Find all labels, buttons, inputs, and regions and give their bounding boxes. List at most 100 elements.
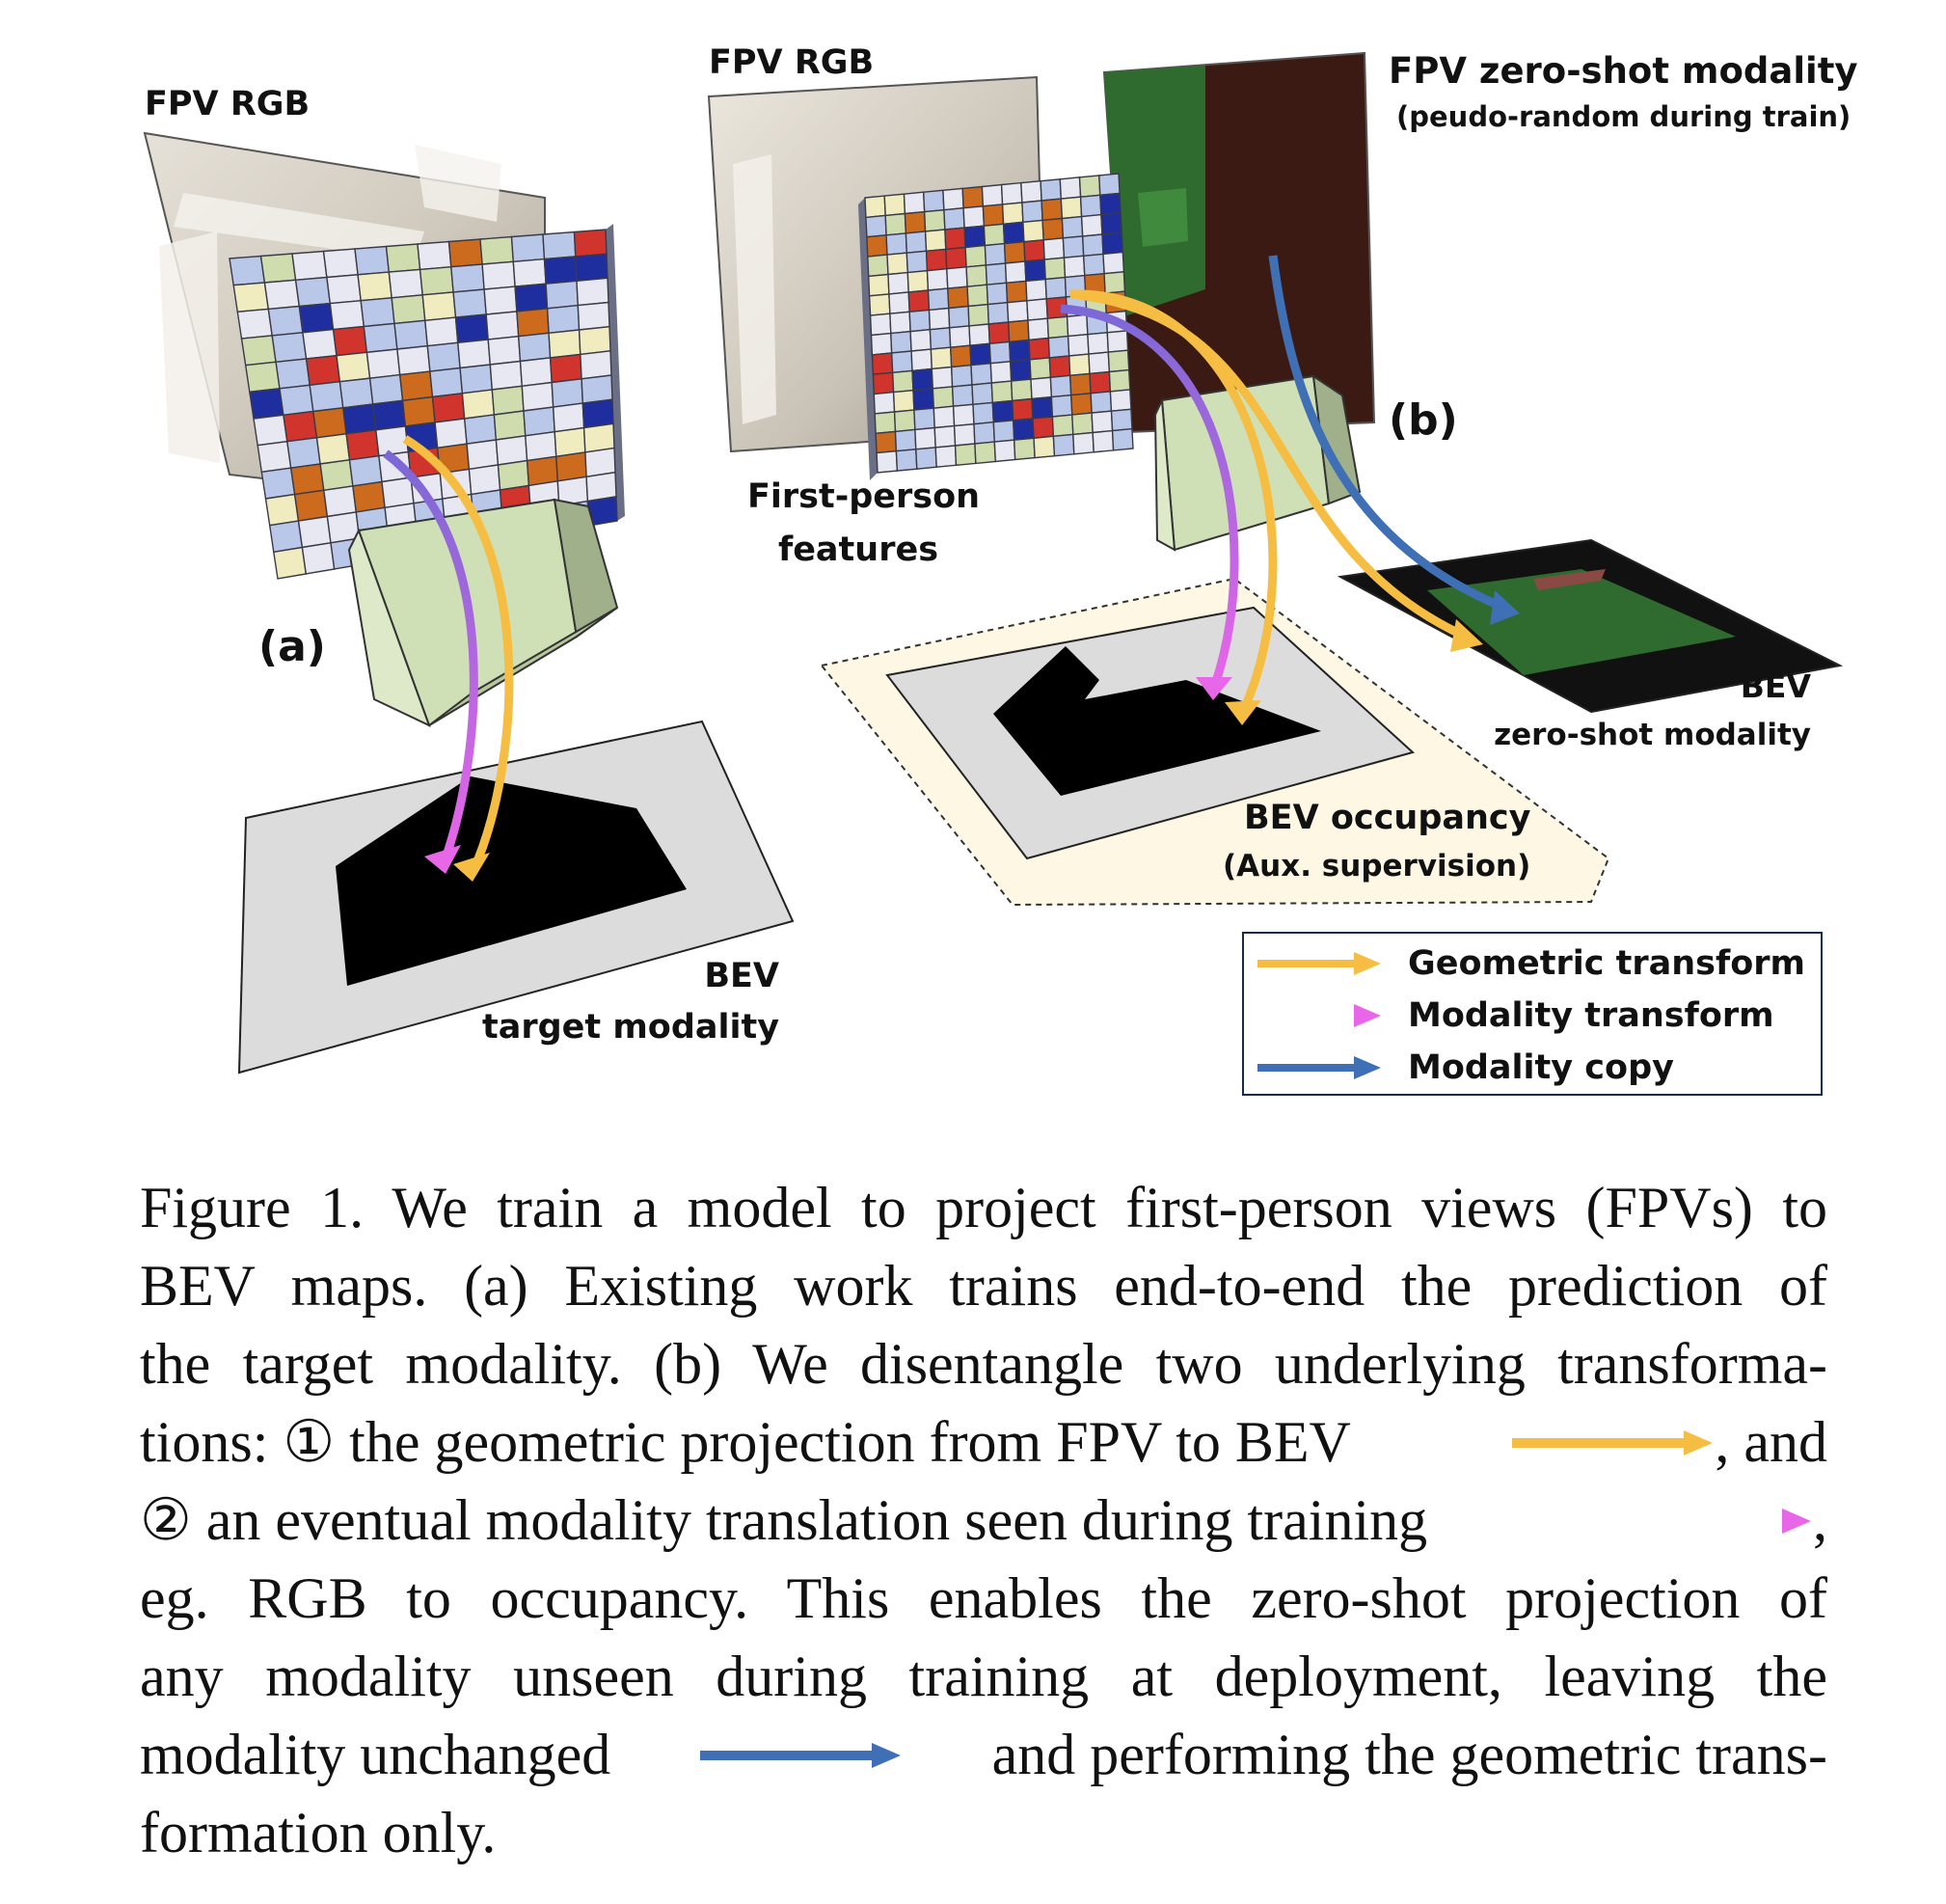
feature-cell bbox=[1005, 280, 1028, 304]
feature-cell bbox=[268, 520, 304, 554]
label-bev-occ-line1: BEV occupancy bbox=[1244, 799, 1531, 837]
feature-cell bbox=[883, 193, 906, 217]
feature-cell bbox=[968, 323, 991, 346]
feature-cell bbox=[1040, 178, 1063, 202]
caption-line-1: Figure 1. We train a model to project fi… bbox=[140, 1176, 1827, 1239]
feature-cell bbox=[548, 329, 581, 359]
feature-cell bbox=[970, 362, 993, 386]
feature-cell bbox=[950, 364, 973, 388]
feature-cell bbox=[867, 273, 890, 297]
feature-cell bbox=[294, 276, 332, 308]
feature-cell bbox=[257, 440, 292, 474]
feature-cell bbox=[305, 354, 341, 387]
feature-cell bbox=[913, 407, 935, 431]
feature-cell bbox=[1087, 332, 1110, 355]
feature-cell bbox=[907, 289, 931, 313]
modality-transform-inline-arrow-icon bbox=[1610, 1508, 1811, 1534]
feature-cell bbox=[1041, 217, 1065, 241]
feature-cell bbox=[1011, 397, 1034, 422]
feature-cell bbox=[990, 380, 1014, 404]
feature-cell bbox=[944, 227, 966, 251]
feature-cell bbox=[1033, 435, 1056, 459]
feature-cell bbox=[396, 344, 431, 376]
feature-cell bbox=[885, 232, 908, 256]
feature-cell bbox=[248, 388, 284, 420]
feature-cell bbox=[1092, 429, 1115, 453]
feature-cell bbox=[1099, 192, 1122, 216]
legend-item-geometric: Geometric transform bbox=[1244, 941, 1821, 990]
feature-cell bbox=[1103, 271, 1126, 294]
feature-cell bbox=[573, 229, 608, 258]
feature-cell bbox=[332, 325, 368, 357]
feature-cell bbox=[963, 225, 987, 249]
feature-cell bbox=[945, 246, 967, 270]
feature-cell bbox=[523, 406, 555, 437]
feature-cell bbox=[368, 373, 404, 405]
feature-cell bbox=[951, 384, 974, 407]
feature-cell bbox=[338, 377, 374, 409]
caption-line-4-end: , and bbox=[1715, 1410, 1827, 1474]
feature-cell bbox=[965, 264, 988, 287]
feature-cell bbox=[434, 418, 468, 449]
feature-cell bbox=[485, 311, 520, 340]
feature-cell bbox=[232, 282, 270, 313]
feature-cell bbox=[1050, 394, 1073, 418]
feature-cell bbox=[1013, 437, 1036, 461]
feature-cell bbox=[1068, 353, 1091, 377]
feature-cell bbox=[1089, 370, 1112, 394]
feature-cell bbox=[1048, 355, 1071, 379]
feature-cell bbox=[866, 234, 888, 258]
feature-cell bbox=[933, 424, 957, 449]
feature-cell bbox=[543, 256, 578, 285]
modality-copy-arrow-icon bbox=[1257, 1056, 1381, 1079]
caption-line-8-end: and performing the geometric trans- bbox=[991, 1723, 1827, 1786]
feature-cell bbox=[336, 351, 371, 383]
feature-cell bbox=[329, 299, 365, 331]
feature-cell bbox=[267, 305, 304, 337]
feature-cell bbox=[1110, 408, 1133, 432]
feature-cell bbox=[929, 327, 952, 350]
feature-cell bbox=[510, 233, 546, 263]
feature-cell bbox=[582, 422, 615, 453]
feature-cell bbox=[447, 238, 483, 268]
label-zero-shot-sub: (peudo-random during train) bbox=[1396, 100, 1851, 133]
feature-cell bbox=[1080, 213, 1103, 237]
feature-cell bbox=[454, 313, 489, 344]
feature-cell bbox=[297, 515, 332, 549]
feature-cell bbox=[581, 374, 613, 404]
feature-grid-edge bbox=[606, 224, 625, 521]
feature-cell bbox=[949, 344, 972, 368]
feature-cell bbox=[874, 411, 897, 435]
feature-cell bbox=[1081, 233, 1104, 258]
feature-cell bbox=[1021, 200, 1043, 224]
feature-cell bbox=[581, 398, 614, 429]
modality-transform-arrow-icon bbox=[1257, 1004, 1381, 1027]
feature-cell bbox=[947, 286, 969, 310]
feature-cell bbox=[1003, 240, 1026, 264]
feature-cell bbox=[962, 205, 986, 229]
feature-cell bbox=[275, 358, 311, 390]
feature-cell bbox=[1007, 319, 1030, 343]
caption-line-9: formation only. bbox=[140, 1801, 497, 1864]
label-zero-shot-title: FPV zero-shot modality bbox=[1389, 50, 1858, 92]
feature-cell bbox=[932, 405, 956, 429]
feature-cell bbox=[974, 441, 997, 465]
legend-item-modality-copy: Modality copy bbox=[1244, 1046, 1821, 1094]
feature-cell bbox=[365, 348, 401, 379]
feature-cell bbox=[1032, 416, 1055, 440]
feature-cell bbox=[961, 185, 985, 209]
feature-cell bbox=[1001, 202, 1024, 226]
feature-cell bbox=[987, 321, 1011, 345]
feature-cell bbox=[906, 269, 930, 293]
feature-cell bbox=[546, 304, 581, 335]
feature-cell bbox=[892, 389, 915, 413]
feature-cell bbox=[905, 250, 929, 274]
feature-cell bbox=[1051, 414, 1074, 438]
feature-cell bbox=[495, 435, 528, 466]
feature-cell bbox=[289, 463, 325, 496]
feature-cell bbox=[869, 313, 892, 337]
feature-cell bbox=[1107, 349, 1130, 373]
feature-cell bbox=[987, 301, 1010, 325]
feature-cell bbox=[424, 316, 459, 347]
feature-cell bbox=[461, 389, 496, 420]
